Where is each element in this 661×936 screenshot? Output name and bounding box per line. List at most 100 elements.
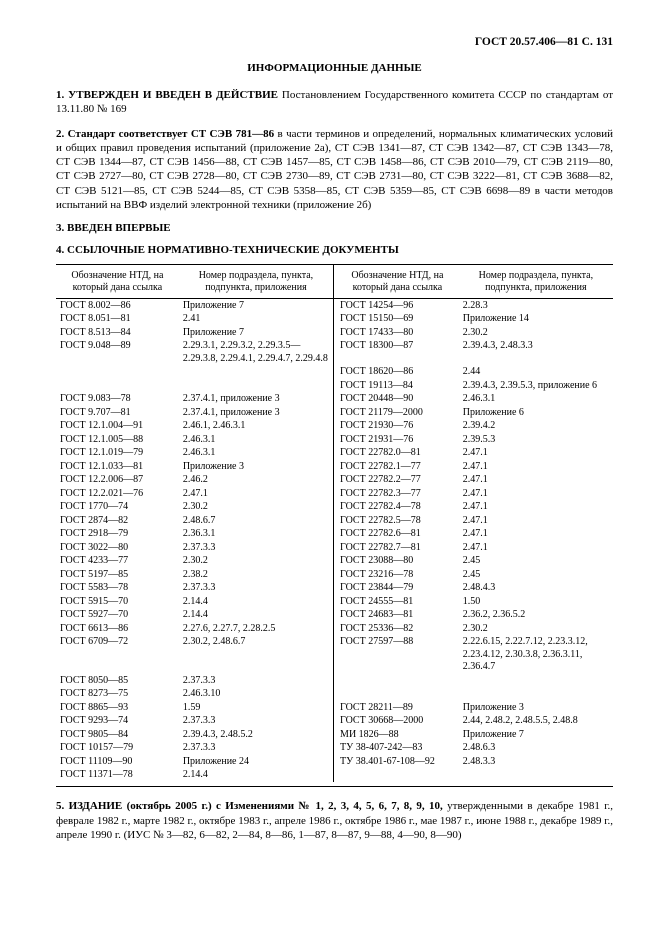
cell: ГОСТ 12.2.021—76	[56, 487, 179, 501]
cell: 2.36.3.1	[179, 528, 334, 542]
table-row: ГОСТ 6613—862.27.6, 2.27.7, 2.28.2.5ГОСТ…	[56, 622, 613, 636]
cell: 1.59	[179, 701, 334, 715]
para-1: 1. УТВЕРЖДЕН И ВВЕДЕН В ДЕЙСТВИЕ Постано…	[56, 88, 613, 117]
cell: 2.47.1	[459, 474, 613, 488]
cell: 2.38.2	[179, 568, 334, 582]
table-row: ГОСТ 18620—862.44	[56, 366, 613, 380]
cell: ГОСТ 9.707—81	[56, 406, 179, 420]
cell: ГОСТ 12.2.006—87	[56, 474, 179, 488]
cell: ГОСТ 8273—75	[56, 688, 179, 702]
cell: 2.37.3.3	[179, 674, 334, 688]
table-bottom-rule	[56, 786, 613, 787]
cell: Приложение 7	[459, 728, 613, 742]
cell: ГОСТ 18300—87	[334, 340, 459, 366]
table-row: ГОСТ 8.002—86Приложение 7ГОСТ 14254—962.…	[56, 299, 613, 313]
cell: ГОСТ 5583—78	[56, 582, 179, 596]
cell: 2.45	[459, 555, 613, 569]
cell: ГОСТ 21931—76	[334, 433, 459, 447]
cell: 2.30.2	[179, 501, 334, 515]
cell: 2.48.6.3	[459, 742, 613, 756]
cell: 2.39.4.3, 2.48.5.2	[179, 728, 334, 742]
table-row: ГОСТ 5197—852.38.2ГОСТ 23216—782.45	[56, 568, 613, 582]
th-a: Обозначение НТД, на который дана ссылка	[56, 265, 179, 299]
table-row: ГОСТ 12.1.019—792.46.3.1ГОСТ 22782.0—812…	[56, 447, 613, 461]
cell: 2.37.3.3	[179, 742, 334, 756]
para-5: 5. ИЗДАНИЕ (октябрь 2005 г.) с Изменения…	[56, 799, 613, 842]
cell: ГОСТ 15150—69	[334, 313, 459, 327]
table-row: ГОСТ 8273—752.46.3.10	[56, 688, 613, 702]
cell: 2.47.1	[459, 487, 613, 501]
cell: 2.48.3.3	[459, 755, 613, 769]
cell: ГОСТ 27597—88	[334, 636, 459, 675]
cell: ГОСТ 9.048—89	[56, 340, 179, 366]
cell: 1.50	[459, 595, 613, 609]
table-row: ГОСТ 8.513—84Приложение 7ГОСТ 17433—802.…	[56, 326, 613, 340]
cell: ГОСТ 2918—79	[56, 528, 179, 542]
cell: 2.29.3.1, 2.29.3.2, 2.29.3.5—2.29.3.8, 2…	[179, 340, 334, 366]
cell: 2.36.2, 2.36.5.2	[459, 609, 613, 623]
table-row: ГОСТ 12.1.033—81Приложение 3ГОСТ 22782.1…	[56, 460, 613, 474]
cell: ГОСТ 22782.4—78	[334, 501, 459, 515]
cell: ГОСТ 22782.7—81	[334, 541, 459, 555]
cell: ГОСТ 8.513—84	[56, 326, 179, 340]
cell: ГОСТ 22782.0—81	[334, 447, 459, 461]
cell: 2.44, 2.48.2, 2.48.5.5, 2.48.8	[459, 715, 613, 729]
cell: 2.46.2	[179, 474, 334, 488]
table-row: ГОСТ 6709—722.30.2, 2.48.6.7ГОСТ 27597—8…	[56, 636, 613, 675]
cell: 2.47.1	[459, 528, 613, 542]
cell: 2.22.6.15, 2.22.7.12, 2.23.3.12, 2.23.4.…	[459, 636, 613, 675]
cell: Приложение 24	[179, 755, 334, 769]
cell: 2.48.6.7	[179, 514, 334, 528]
cell: 2.14.4	[179, 609, 334, 623]
table-row: ГОСТ 9805—842.39.4.3, 2.48.5.2МИ 1826—88…	[56, 728, 613, 742]
section-3: 3. ВВЕДЕН ВПЕРВЫЕ	[56, 222, 613, 234]
cell: ГОСТ 28211—89	[334, 701, 459, 715]
cell: ГОСТ 24555—81	[334, 595, 459, 609]
cell: ГОСТ 8050—85	[56, 674, 179, 688]
cell: ГОСТ 8.051—81	[56, 313, 179, 327]
cell: ГОСТ 6709—72	[56, 636, 179, 675]
page: ГОСТ 20.57.406—81 С. 131 ИНФОРМАЦИОННЫЕ …	[0, 0, 661, 936]
cell: ГОСТ 22782.5—78	[334, 514, 459, 528]
para-1-lead: 1. УТВЕРЖДЕН И ВВЕДЕН В ДЕЙСТВИЕ	[56, 89, 278, 101]
cell: 2.30.2	[179, 555, 334, 569]
para-2-lead: 2. Стандарт соответствует СТ СЭВ 781—86	[56, 128, 274, 140]
table-row: ГОСТ 2918—792.36.3.1ГОСТ 22782.6—812.47.…	[56, 528, 613, 542]
cell: 2.37.3.3	[179, 715, 334, 729]
table-row: ГОСТ 2874—822.48.6.7ГОСТ 22782.5—782.47.…	[56, 514, 613, 528]
cell: ГОСТ 22782.1—77	[334, 460, 459, 474]
table-row: ГОСТ 19113—842.39.4.3, 2.39.5.3, приложе…	[56, 379, 613, 393]
cell: 2.47.1	[459, 501, 613, 515]
cell: 2.46.3.1	[179, 433, 334, 447]
cell: ГОСТ 23088—80	[334, 555, 459, 569]
cell: ГОСТ 30668—2000	[334, 715, 459, 729]
cell	[334, 688, 459, 702]
cell: 2.46.3.1	[179, 447, 334, 461]
cell: ГОСТ 2874—82	[56, 514, 179, 528]
cell: 2.39.4.2	[459, 420, 613, 434]
cell: ГОСТ 9.083—78	[56, 393, 179, 407]
cell: 2.46.3.1	[459, 393, 613, 407]
cell: 2.39.4.3, 2.48.3.3	[459, 340, 613, 366]
cell: 2.47.1	[179, 487, 334, 501]
cell	[179, 379, 334, 393]
cell: 2.14.4	[179, 595, 334, 609]
cell: Приложение 14	[459, 313, 613, 327]
cell: 2.39.5.3	[459, 433, 613, 447]
th-b: Номер подраздела, пункта, подпункта, при…	[179, 265, 334, 299]
cell: 2.41	[179, 313, 334, 327]
table-row: ГОСТ 12.2.021—762.47.1ГОСТ 22782.3—772.4…	[56, 487, 613, 501]
cell: 2.48.4.3	[459, 582, 613, 596]
cell: 2.37.4.1, приложение 3	[179, 406, 334, 420]
cell: 2.28.3	[459, 299, 613, 313]
table-row: ГОСТ 12.2.006—872.46.2ГОСТ 22782.2—772.4…	[56, 474, 613, 488]
cell: 2.30.2	[459, 622, 613, 636]
cell: Приложение 7	[179, 299, 334, 313]
para-2-rest: в части терминов и определений, нормальн…	[56, 128, 613, 211]
cell: 2.45	[459, 568, 613, 582]
cell: ГОСТ 21179—2000	[334, 406, 459, 420]
table-row: ГОСТ 9.083—782.37.4.1, приложение 3ГОСТ …	[56, 393, 613, 407]
cell: ГОСТ 22782.6—81	[334, 528, 459, 542]
cell: ТУ 38.401-67-108—92	[334, 755, 459, 769]
doc-code: ГОСТ 20.57.406—81 С. 131	[56, 36, 613, 48]
